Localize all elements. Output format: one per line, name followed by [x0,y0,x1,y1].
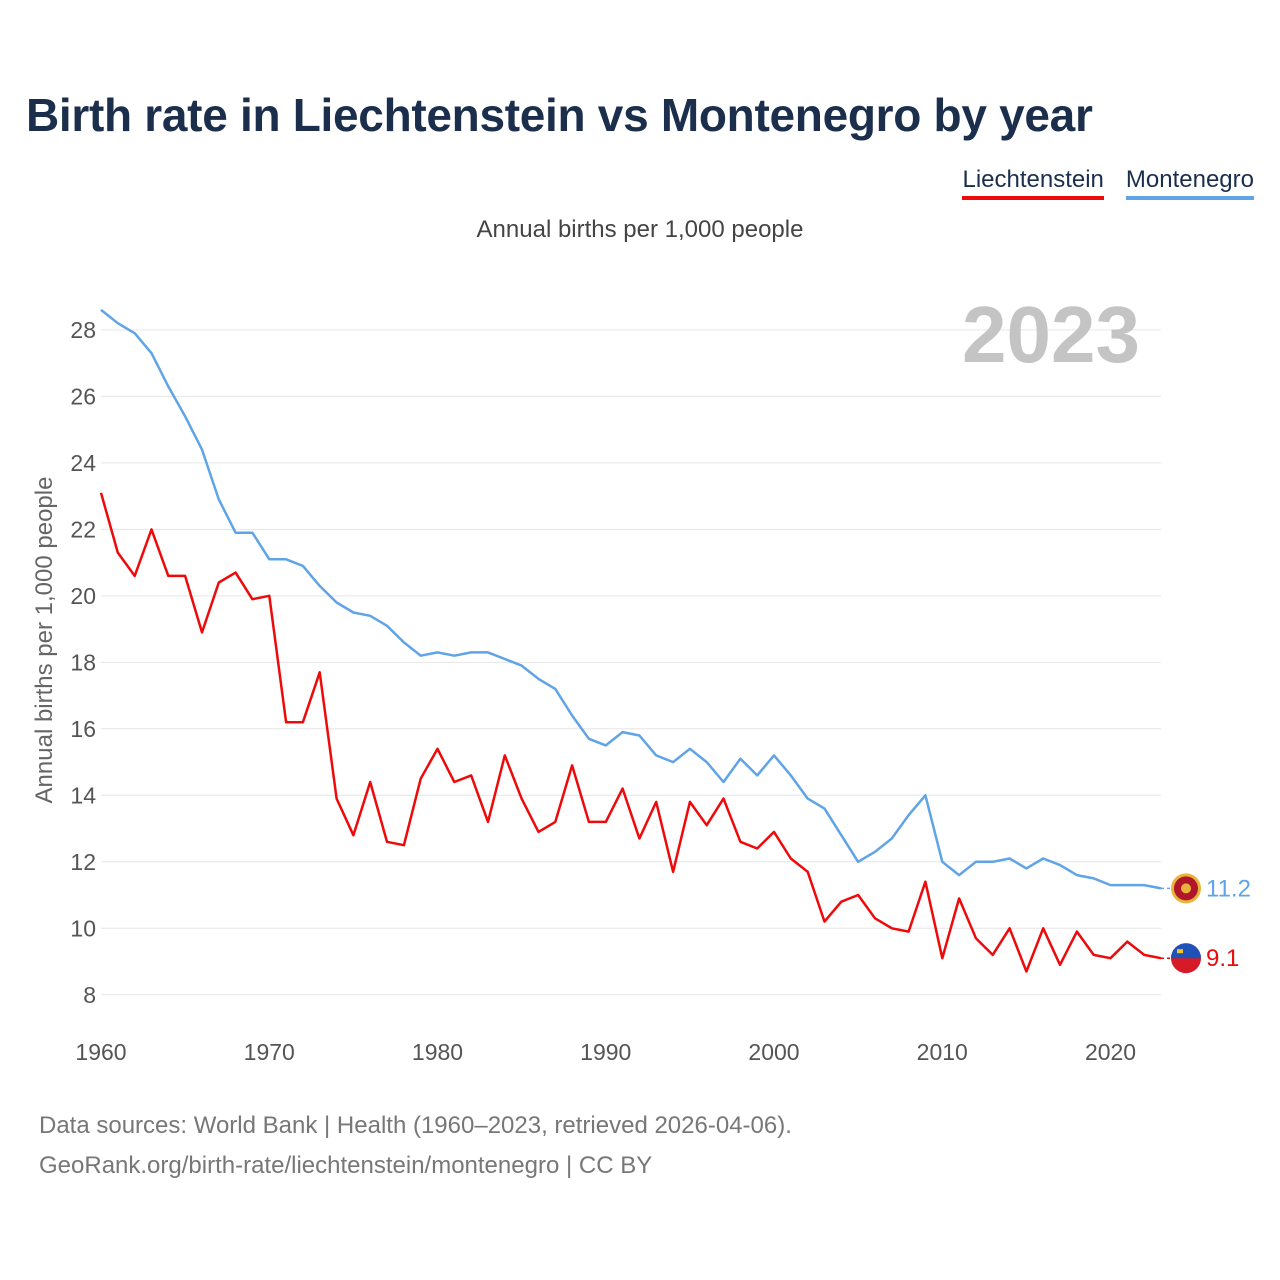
footer: Data sources: World Bank | Health (1960–… [39,1106,792,1186]
y-tick-label: 18 [70,649,96,675]
data-source-note: Data sources: World Bank | Health (1960–… [39,1112,792,1139]
series-line-montenegro[interactable] [100,308,1162,890]
gridlines [101,329,1161,996]
x-tick-label: 1960 [75,1039,126,1065]
series-line-liechtenstein[interactable] [99,492,1162,973]
current-year-label: 2023 [962,290,1140,379]
y-tick-label: 28 [70,317,96,343]
y-tick-label: 24 [70,450,96,476]
x-tick-label: 1980 [412,1039,463,1065]
x-axis-ticks: 1960 1970 1980 1990 2000 2010 2020 [75,1039,1136,1065]
x-tick-label: 2000 [748,1039,799,1065]
chart-subtitle: Annual births per 1,000 people [476,216,804,243]
chart-title: Birth rate in Liechtenstein vs Montenegr… [26,89,1093,141]
legend: Liechtenstein Montenegro [962,166,1254,200]
y-tick-label: 26 [70,383,96,409]
y-tick-label: 16 [70,716,96,742]
y-tick-label: 10 [70,915,96,941]
y-tick-label: 22 [70,516,96,542]
y-tick-label: 8 [83,982,96,1008]
y-tick-label: 12 [70,849,96,875]
source-url[interactable]: GeoRank.org/birth-rate/liechtenstein/mon… [39,1152,653,1179]
legend-item-montenegro[interactable]: Montenegro [1125,166,1254,200]
end-markers: 9.1 11.2 [1161,873,1251,974]
x-tick-label: 1990 [580,1039,631,1065]
end-value-label-liechtenstein: 9.1 [1206,945,1239,972]
x-tick-label: 2020 [1085,1039,1136,1065]
liechtenstein-flag-icon [1171,943,1201,974]
y-axis-ticks: 8 10 12 14 16 18 20 22 24 26 28 [70,317,96,1008]
montenegro-flag-icon [1171,873,1201,904]
x-tick-label: 2010 [917,1039,968,1065]
y-tick-label: 14 [70,782,96,808]
y-tick-label: 20 [70,583,96,609]
series-lines [99,308,1162,973]
x-tick-label: 1970 [244,1039,295,1065]
y-axis-label: Annual births per 1,000 people [31,477,58,804]
legend-item-liechtenstein[interactable]: Liechtenstein [962,166,1104,200]
end-value-label-montenegro: 11.2 [1206,875,1251,902]
